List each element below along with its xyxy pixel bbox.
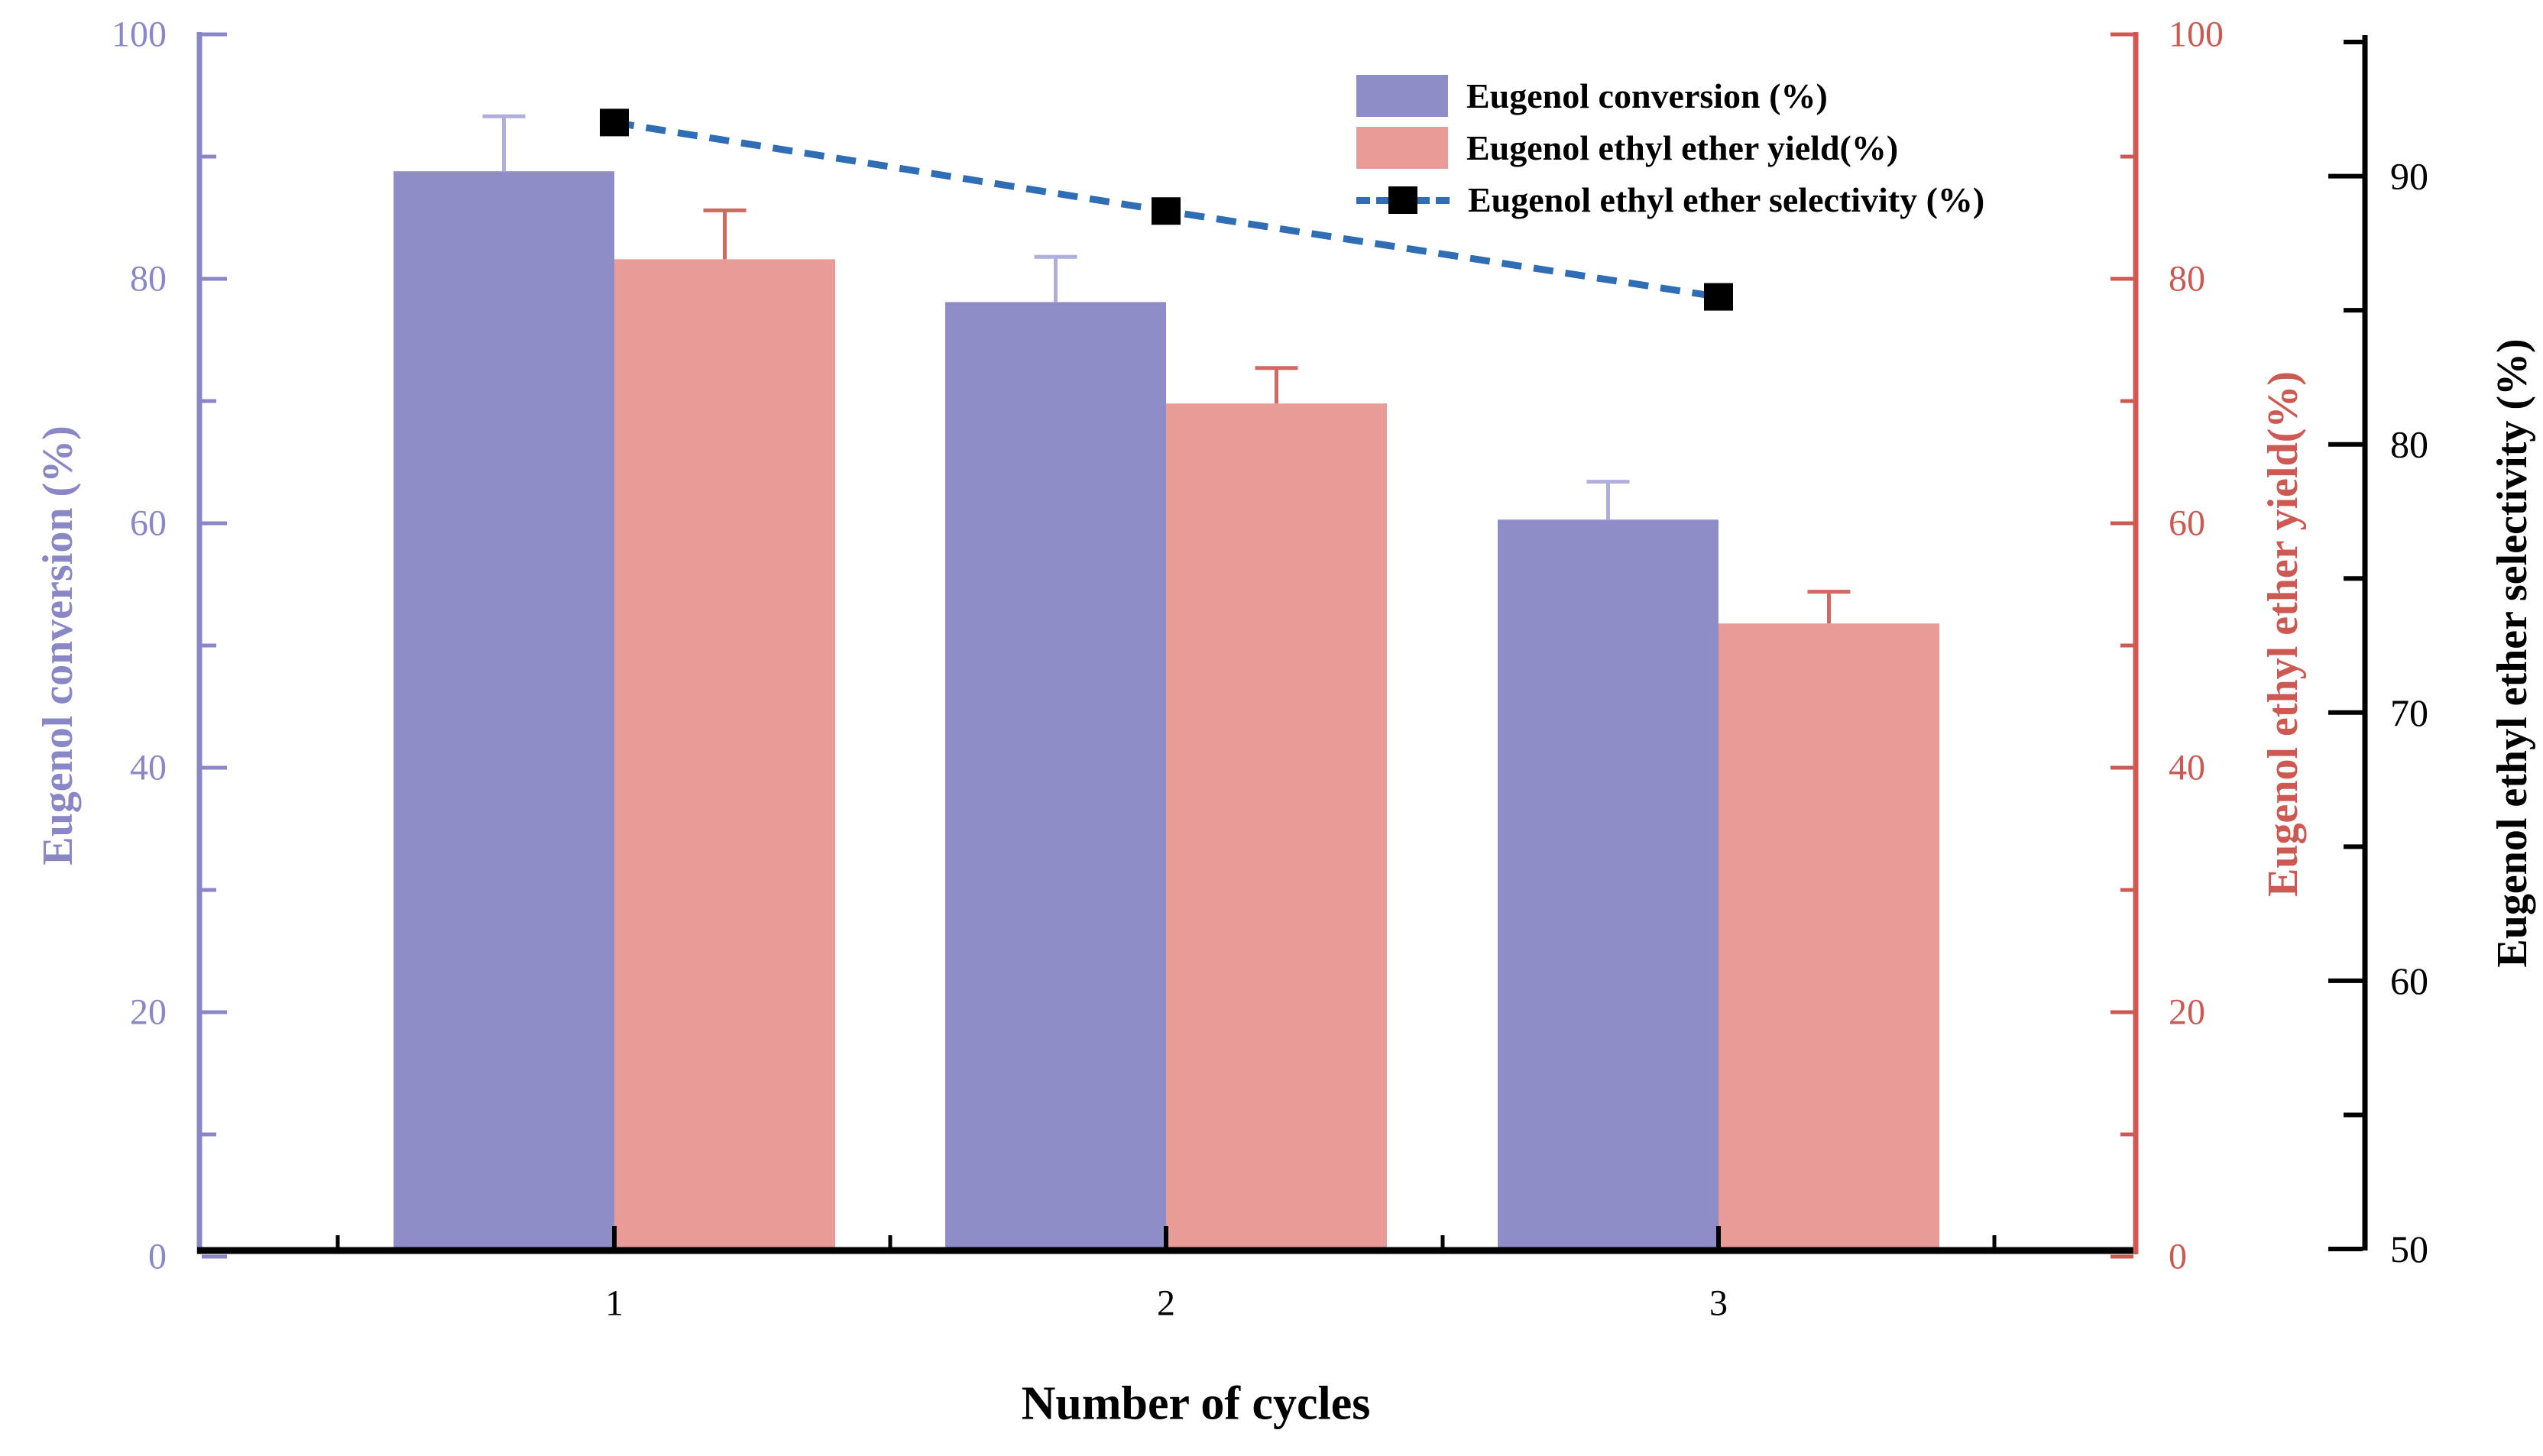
right-axis-title: Eugenol ethyl ether yield(%) bbox=[2260, 370, 2307, 898]
legend-item-conversion: Eugenol conversion (%) bbox=[1356, 75, 1984, 117]
right-axis-tick-label-100: 100 bbox=[2169, 15, 2224, 55]
left-axis-tick-label-60: 60 bbox=[130, 503, 167, 544]
yield-swatch-icon bbox=[1356, 127, 1448, 169]
yield-bar-cycle-1 bbox=[614, 259, 835, 1254]
right-axis-tick-label-80: 80 bbox=[2169, 259, 2205, 299]
x-axis-tick-label-1: 1 bbox=[605, 1283, 624, 1324]
selectivity-marker-cycle-3 bbox=[1704, 283, 1733, 311]
legend-label-conversion: Eugenol conversion (%) bbox=[1466, 76, 1828, 115]
left-axis-tick-label-80: 80 bbox=[130, 259, 167, 299]
x-axis-tick-label-2: 2 bbox=[1157, 1283, 1175, 1324]
legend-item-yield: Eugenol ethyl ether yield(%) bbox=[1356, 127, 1984, 169]
left-axis-tick-label-100: 100 bbox=[112, 15, 167, 55]
right-axis-tick-label-60: 60 bbox=[2169, 503, 2205, 544]
selectivity-line-marker-icon bbox=[1356, 179, 1450, 221]
x-axis-title: Number of cycles bbox=[1021, 1377, 1371, 1430]
conversion-swatch-icon bbox=[1356, 75, 1448, 117]
left-axis-tick-label-0: 0 bbox=[148, 1237, 167, 1277]
yield-bar-cycle-3 bbox=[1719, 623, 1939, 1254]
right-axis-tick-label-20: 20 bbox=[2169, 992, 2205, 1033]
selectivity-marker-cycle-2 bbox=[1152, 197, 1181, 225]
far-right-axis-title: Eugenol ethyl ether selectivity (%) bbox=[2489, 338, 2536, 968]
legend-item-selectivity: Eugenol ethyl ether selectivity (%) bbox=[1356, 179, 1984, 221]
x-axis-tick-label-3: 3 bbox=[1709, 1283, 1728, 1324]
left-axis-tick-label-20: 20 bbox=[130, 992, 167, 1033]
yield-bar-cycle-2 bbox=[1166, 403, 1387, 1254]
legend-label-yield: Eugenol ethyl ether yield(%) bbox=[1466, 128, 1899, 167]
far-right-axis-tick-label-70: 70 bbox=[2390, 691, 2428, 734]
far-right-axis-tick-label-60: 60 bbox=[2390, 959, 2428, 1002]
legend: Eugenol conversion (%) Eugenol ethyl eth… bbox=[1356, 75, 1984, 231]
left-axis-tick-label-40: 40 bbox=[130, 748, 167, 788]
far-right-axis-tick-label-80: 80 bbox=[2390, 423, 2428, 466]
left-axis-title: Eugenol conversion (%) bbox=[34, 425, 82, 866]
selectivity-marker-cycle-1 bbox=[600, 108, 629, 137]
right-axis-tick-label-40: 40 bbox=[2169, 748, 2205, 788]
legend-label-selectivity: Eugenol ethyl ether selectivity (%) bbox=[1468, 180, 1985, 219]
conversion-bar-cycle-2 bbox=[945, 302, 1166, 1254]
far-right-axis-tick-label-50: 50 bbox=[2390, 1228, 2428, 1270]
right-axis-tick-label-0: 0 bbox=[2169, 1237, 2187, 1277]
conversion-bar-cycle-1 bbox=[394, 171, 614, 1254]
far-right-axis-tick-label-90: 90 bbox=[2390, 155, 2428, 198]
conversion-bar-cycle-3 bbox=[1498, 519, 1719, 1254]
